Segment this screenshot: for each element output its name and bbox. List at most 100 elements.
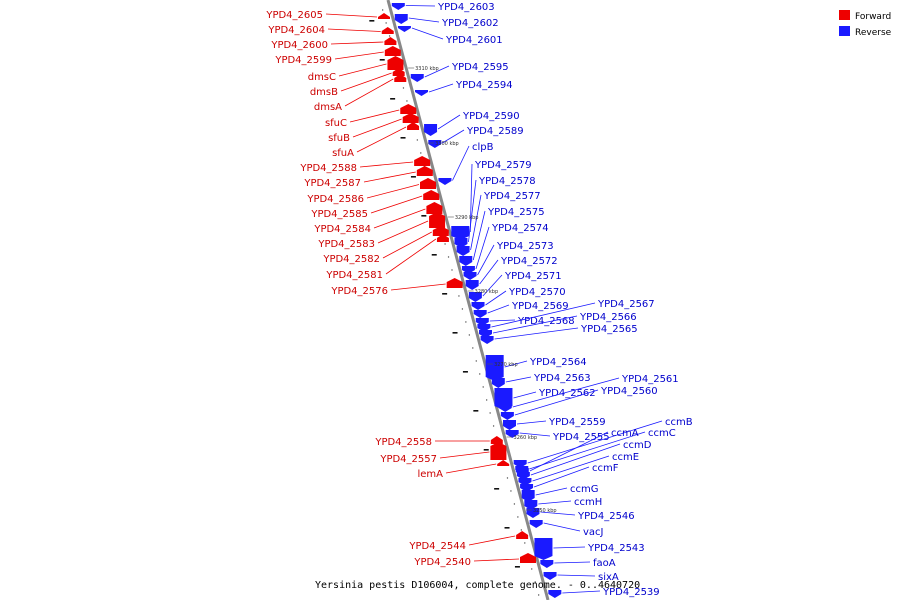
reverse-gene-label[interactable]: YPD4_2563 [533, 373, 591, 384]
forward-gene-label[interactable]: YPD4_2557 [379, 454, 437, 465]
forward-gene-label[interactable]: YPD4_2581 [325, 270, 383, 281]
reverse-gene-feature[interactable] [498, 404, 512, 412]
forward-gene-feature[interactable] [429, 212, 446, 228]
reverse-gene-label[interactable]: YPD4_2578 [478, 176, 536, 187]
forward-gene-feature[interactable] [497, 460, 510, 466]
reverse-gene-label[interactable]: ccmE [612, 452, 639, 463]
forward-gene-label[interactable]: YPD4_2582 [322, 254, 380, 265]
reverse-gene-label[interactable]: ccmC [648, 428, 676, 439]
reverse-gene-label[interactable]: YPD4_2568 [517, 316, 575, 327]
forward-gene-label[interactable]: YPD4_2576 [330, 286, 388, 297]
forward-gene-label[interactable]: dmsC [308, 72, 336, 83]
forward-gene-feature[interactable] [402, 113, 419, 123]
reverse-gene-label[interactable]: YPD4_2571 [504, 271, 562, 282]
forward-gene-feature[interactable] [426, 202, 443, 214]
reverse-gene-label[interactable]: faoA [593, 558, 616, 569]
reverse-gene-feature[interactable] [394, 14, 408, 24]
reverse-gene-feature[interactable] [503, 420, 516, 430]
reverse-gene-label[interactable]: vacJ [583, 527, 604, 538]
reverse-gene-label[interactable]: ccmB [665, 417, 693, 428]
reverse-gene-feature[interactable] [543, 572, 557, 580]
reverse-gene-feature[interactable] [524, 500, 538, 510]
reverse-gene-label[interactable]: clpB [472, 142, 494, 153]
reverse-gene-label[interactable]: YPD4_2567 [597, 299, 655, 310]
reverse-gene-label[interactable]: YPD4_2564 [529, 357, 587, 368]
forward-gene-feature[interactable] [436, 234, 449, 242]
reverse-gene-label[interactable]: ccmG [570, 484, 599, 495]
reverse-gene-label[interactable]: ccmF [592, 463, 619, 474]
forward-gene-feature[interactable] [394, 74, 407, 82]
forward-gene-label[interactable]: YPD4_2583 [317, 239, 375, 250]
reverse-gene-label[interactable]: YPD4_2601 [445, 35, 503, 46]
reverse-gene-label[interactable]: YPD4_2602 [441, 18, 499, 29]
forward-gene-feature[interactable] [516, 531, 529, 539]
forward-gene-label[interactable]: YPD4_2604 [267, 25, 325, 36]
reverse-gene-label[interactable]: YPD4_2559 [548, 417, 606, 428]
reverse-gene-label[interactable]: YPD4_2569 [511, 301, 569, 312]
reverse-gene-feature[interactable] [521, 490, 535, 502]
reverse-gene-feature[interactable] [459, 256, 473, 266]
forward-gene-feature[interactable] [407, 122, 420, 130]
forward-gene-feature[interactable] [400, 104, 417, 114]
forward-gene-feature[interactable] [381, 27, 394, 34]
forward-gene-label[interactable]: YPD4_2600 [270, 40, 328, 51]
reverse-gene-label[interactable]: ccmA [611, 428, 639, 439]
reverse-gene-feature[interactable] [534, 538, 553, 560]
reverse-gene-label[interactable]: YPD4_2589 [466, 126, 524, 137]
forward-gene-label[interactable]: YPD4_2586 [306, 194, 364, 205]
forward-gene-feature[interactable] [423, 190, 440, 200]
reverse-gene-feature[interactable] [424, 124, 438, 136]
forward-gene-feature[interactable] [490, 436, 503, 444]
forward-gene-label[interactable]: YPD4_2588 [299, 163, 357, 174]
reverse-gene-feature[interactable] [471, 302, 485, 310]
forward-gene-label[interactable]: sfuB [328, 133, 350, 144]
reverse-gene-feature[interactable] [465, 280, 479, 290]
reverse-gene-label[interactable]: YPD4_2595 [451, 62, 509, 73]
forward-gene-label[interactable]: sfuA [332, 148, 354, 159]
forward-gene-label[interactable]: sfuC [325, 118, 347, 129]
forward-gene-label[interactable]: dmsB [310, 87, 338, 98]
reverse-gene-label[interactable]: YPD4_2566 [579, 312, 637, 323]
reverse-gene-label[interactable]: YPD4_2590 [462, 111, 520, 122]
reverse-gene-feature[interactable] [410, 74, 424, 82]
reverse-gene-feature[interactable] [485, 355, 504, 381]
forward-gene-feature[interactable] [416, 166, 433, 176]
forward-gene-feature[interactable] [378, 13, 390, 19]
reverse-gene-feature[interactable] [454, 238, 468, 248]
forward-gene-feature[interactable] [446, 278, 463, 288]
reverse-gene-label[interactable]: YPD4_2561 [621, 374, 679, 385]
reverse-gene-feature[interactable] [526, 508, 540, 518]
reverse-gene-label[interactable]: ccmH [574, 497, 602, 508]
reverse-gene-feature[interactable] [480, 336, 494, 344]
reverse-gene-label[interactable]: YPD4_2555 [552, 432, 610, 443]
forward-gene-feature[interactable] [384, 46, 401, 56]
reverse-gene-label[interactable]: ccmD [623, 440, 652, 451]
reverse-gene-label[interactable]: sixA [598, 572, 619, 583]
reverse-gene-label[interactable]: YPD4_2543 [587, 543, 645, 554]
reverse-gene-label[interactable]: YPD4_2572 [500, 256, 558, 267]
reverse-gene-label[interactable]: YPD4_2573 [496, 241, 554, 252]
forward-gene-feature[interactable] [490, 442, 507, 460]
reverse-gene-feature[interactable] [529, 520, 543, 528]
reverse-gene-feature[interactable] [491, 378, 505, 388]
reverse-gene-label[interactable]: YPD4_2539 [602, 587, 660, 598]
reverse-gene-label[interactable]: YPD4_2579 [474, 160, 532, 171]
reverse-gene-feature[interactable] [451, 226, 470, 240]
reverse-gene-label[interactable]: YPD4_2603 [437, 2, 495, 13]
reverse-gene-label[interactable]: YPD4_2560 [600, 386, 658, 397]
reverse-gene-feature[interactable] [505, 430, 519, 438]
forward-gene-label[interactable]: YPD4_2587 [303, 178, 361, 189]
reverse-gene-label[interactable]: YPD4_2594 [455, 80, 513, 91]
reverse-gene-feature[interactable] [438, 178, 452, 185]
forward-gene-label[interactable]: YPD4_2584 [313, 224, 371, 235]
forward-gene-feature[interactable] [414, 156, 431, 166]
reverse-gene-feature[interactable] [428, 140, 442, 148]
reverse-gene-feature[interactable] [391, 3, 405, 10]
reverse-gene-feature[interactable] [456, 246, 470, 256]
reverse-gene-feature[interactable] [540, 560, 554, 568]
forward-gene-feature[interactable] [384, 37, 397, 45]
reverse-gene-label[interactable]: YPD4_2574 [491, 223, 549, 234]
reverse-gene-feature[interactable] [473, 310, 487, 318]
forward-gene-label[interactable]: YPD4_2605 [265, 10, 323, 21]
forward-gene-feature[interactable] [520, 553, 536, 563]
